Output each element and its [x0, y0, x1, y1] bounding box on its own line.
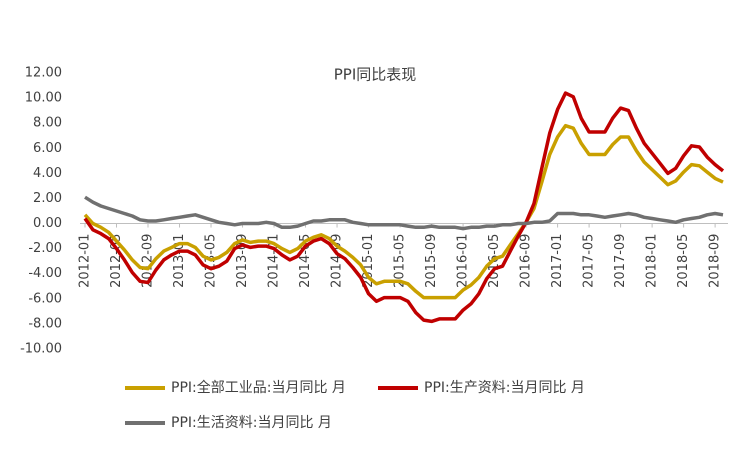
series-line [83, 91, 725, 324]
y-tick-label: 6.00 [33, 141, 62, 156]
y-tick-label: 8.00 [33, 116, 62, 131]
x-tick-label: 2017-01 [550, 234, 565, 288]
y-tick-label: -4.00 [28, 266, 62, 281]
x-tick-label: 2018-09 [708, 234, 723, 288]
x-tick-label: 2013-01 [172, 234, 187, 288]
x-tick-label: 2017-09 [613, 234, 628, 288]
chart-title: PPI同比表现 [334, 66, 417, 84]
y-tick-label: 4.00 [33, 166, 62, 181]
x-tick-label: 2014-05 [298, 234, 313, 288]
y-tick-label: -10.00 [20, 342, 62, 357]
y-tick-label: 2.00 [33, 191, 62, 206]
series-line [83, 123, 724, 300]
y-tick-label: -2.00 [28, 241, 62, 256]
y-tick-label: 10.00 [25, 91, 62, 106]
x-tick-label: 2016-09 [519, 234, 534, 288]
x-tick-label: 2015-09 [424, 234, 439, 288]
x-tick-label: 2017-05 [582, 234, 597, 288]
y-tick-label: -6.00 [28, 291, 62, 306]
x-tick-label: 2018-01 [645, 234, 660, 288]
x-tick-label: 2018-05 [676, 234, 691, 288]
x-tick-label: 2015-05 [393, 234, 408, 288]
y-tick-label: 0.00 [33, 216, 62, 231]
legend-label: PPI:生活资料:当月同比 月 [171, 415, 332, 431]
legend-label: PPI:全部工业品:当月同比 月 [171, 379, 346, 396]
x-tick-label: 2016-01 [456, 234, 471, 288]
legend-label: PPI:生产资料:当月同比 月 [424, 380, 585, 396]
x-tick-label: 2012-01 [78, 234, 93, 288]
series-line [84, 195, 724, 231]
y-tick-label: 12.00 [25, 66, 62, 81]
y-tick-label: -8.00 [28, 316, 62, 331]
